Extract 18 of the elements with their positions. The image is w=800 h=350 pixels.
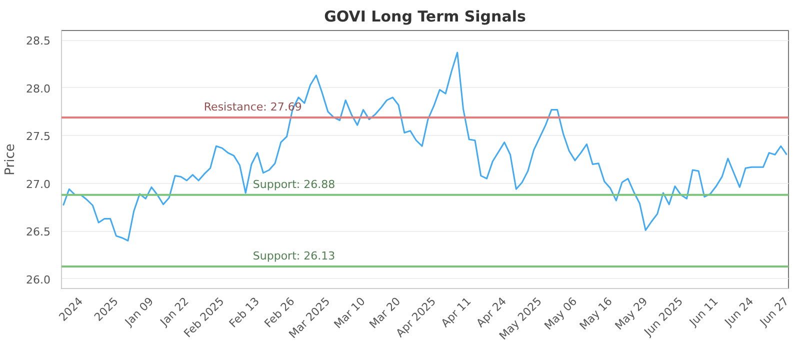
- y-axis-title: Price: [3, 144, 18, 176]
- x-tick-label: Jan 09: [122, 294, 156, 330]
- x-tick-label: Mar 10: [332, 294, 368, 332]
- x-tick-label: Jun 11: [686, 294, 721, 330]
- x-tick-label: Feb 13: [226, 294, 262, 330]
- ref-line-label: Support: 26.88: [252, 178, 336, 191]
- x-tick-label: Jun 24: [722, 294, 756, 330]
- ref-line-label: Support: 26.13: [252, 250, 336, 263]
- y-tick-label: 28.0: [26, 82, 51, 96]
- y-tick-label: 27.5: [26, 130, 51, 144]
- y-tick-label: 26.0: [26, 273, 51, 286]
- x-tick-label: Jun 27: [756, 294, 792, 330]
- x-tick-label: Apr 11: [438, 294, 474, 330]
- y-tick-label: 27.0: [26, 178, 51, 191]
- line-series: [62, 52, 788, 242]
- chart-title: GOVI Long Term Signals: [324, 8, 526, 26]
- y-tick-label: 28.5: [26, 34, 51, 48]
- y-tick-label: 26.5: [26, 226, 51, 239]
